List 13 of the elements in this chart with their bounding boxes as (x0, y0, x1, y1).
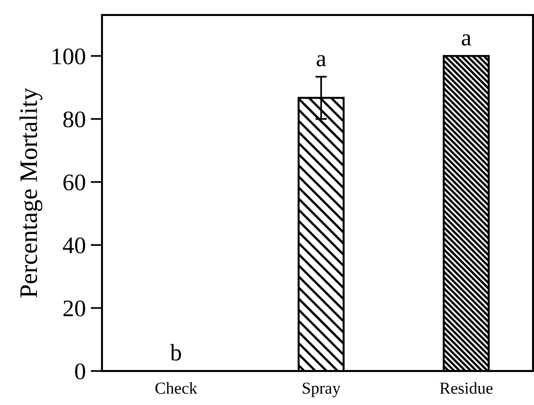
x-tick-label: Residue (440, 382, 493, 394)
y-tick-label: 80 (63, 111, 86, 128)
annotation: a (316, 55, 326, 66)
y-axis-title: Percentage Mortality (20, 88, 42, 298)
y-tick-label: 40 (62, 237, 86, 254)
x-tick-label: Spray (302, 382, 341, 398)
y-tick-label: 20 (63, 300, 86, 316)
y-tick-label: 60 (63, 174, 86, 190)
x-tick-label: Check (155, 382, 198, 394)
annotation: b (170, 344, 182, 361)
y-tick-label: 100 (52, 48, 86, 64)
annotation: a (462, 34, 472, 46)
y-tick-label: 0 (75, 363, 86, 380)
